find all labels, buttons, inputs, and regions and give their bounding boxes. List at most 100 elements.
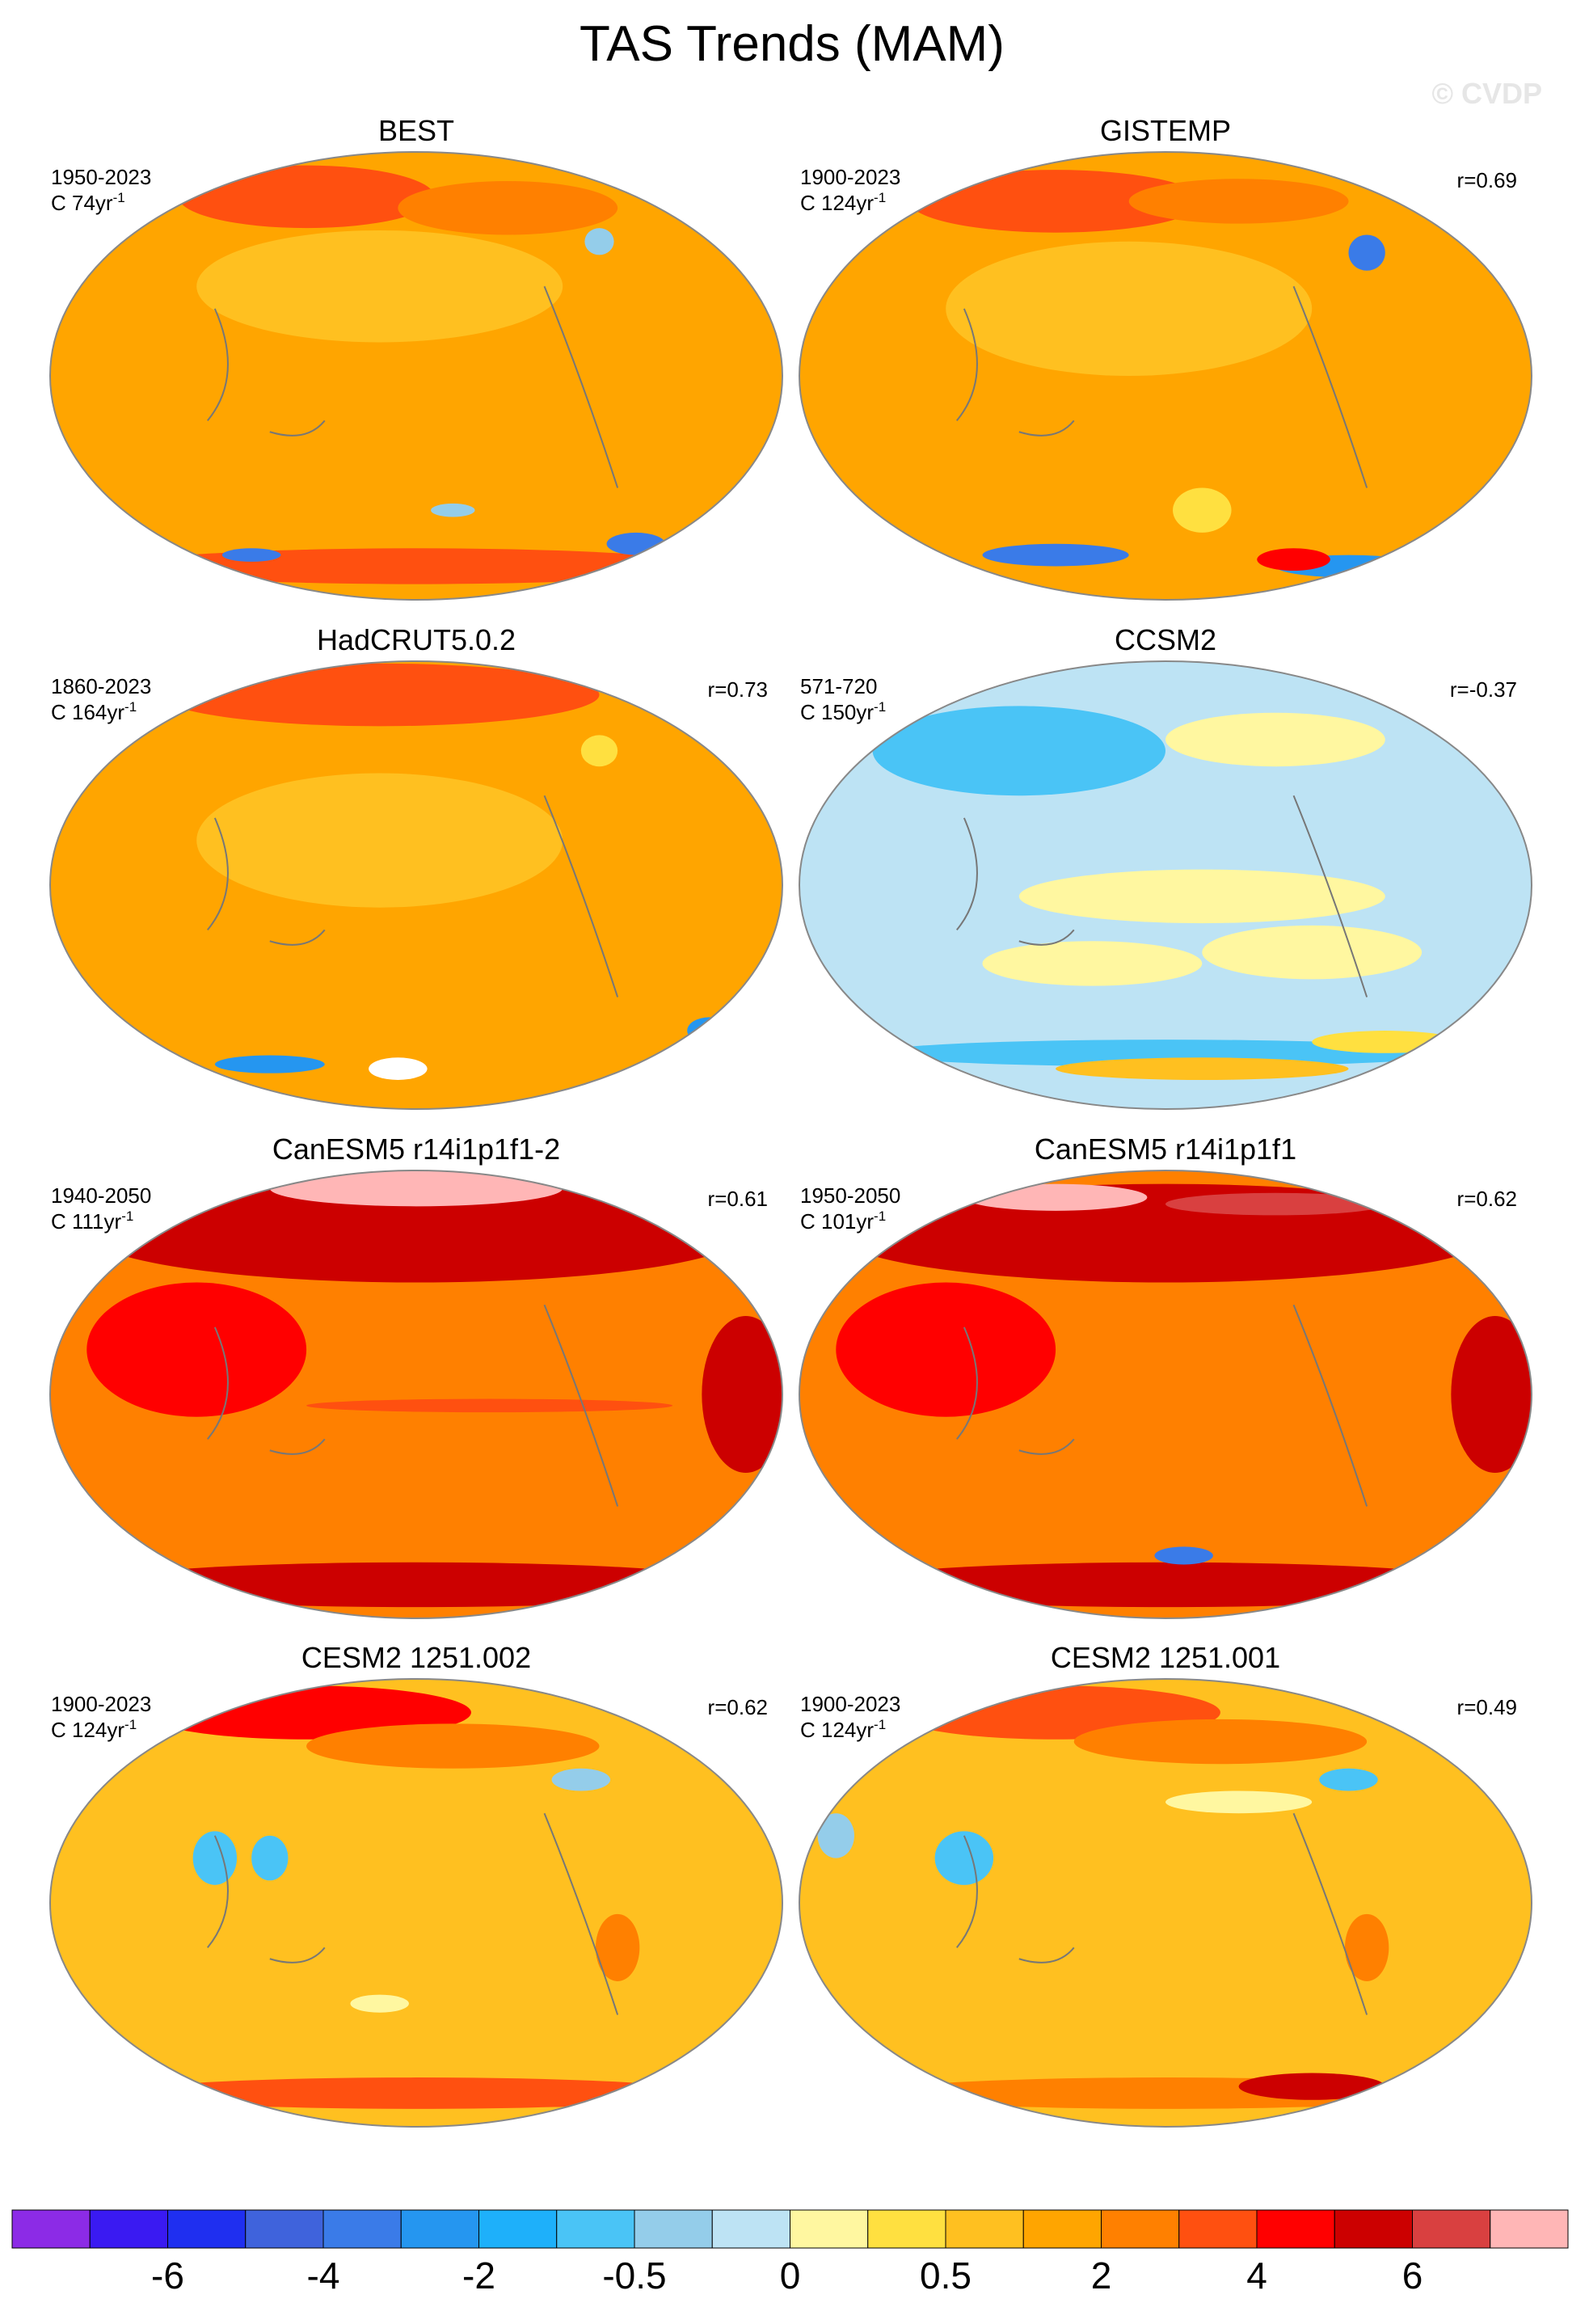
map-region bbox=[192, 1831, 238, 1885]
trend-exponent: -1 bbox=[874, 1208, 886, 1224]
trend-text: C 164yr bbox=[51, 700, 124, 724]
figure-title: TAS Trends (MAM) bbox=[580, 16, 1005, 72]
period-label: 1860-2023 bbox=[51, 674, 151, 698]
map-region bbox=[702, 1316, 782, 1473]
map bbox=[799, 1679, 1532, 2127]
correlation-label: r=0.62 bbox=[1457, 1187, 1517, 1211]
colorbar-box bbox=[634, 2209, 713, 2249]
map-region bbox=[580, 735, 618, 767]
map-region bbox=[221, 548, 281, 562]
period-label: 1900-2023 bbox=[800, 1692, 900, 1716]
trend-label: C 111yr-1 bbox=[51, 1208, 133, 1234]
map-region bbox=[123, 2077, 710, 2109]
map-region bbox=[178, 165, 435, 229]
map bbox=[50, 1170, 782, 1618]
panel-title: CESM2 1251.001 bbox=[1051, 1641, 1280, 1674]
map-region bbox=[1344, 1913, 1389, 1981]
map-region bbox=[1348, 234, 1385, 271]
colorbar-box bbox=[556, 2209, 635, 2249]
trend-exponent: -1 bbox=[124, 1717, 137, 1732]
panel-title: GISTEMP bbox=[1100, 114, 1231, 147]
period-label: 1940-2050 bbox=[51, 1183, 151, 1208]
panel-title: CESM2 1251.002 bbox=[301, 1641, 531, 1674]
trend-label: C 150yr-1 bbox=[800, 699, 886, 724]
colorbar-box bbox=[711, 2209, 790, 2249]
map-outline bbox=[799, 660, 1532, 1110]
coastline bbox=[207, 1812, 619, 2015]
trend-exponent: -1 bbox=[874, 699, 886, 715]
correlation-label: r=0.61 bbox=[708, 1187, 768, 1211]
colorbar-label: 2 bbox=[1091, 2254, 1112, 2297]
colorbar-box bbox=[790, 2209, 869, 2249]
map-region bbox=[584, 228, 614, 255]
trend-text: C 124yr bbox=[51, 1718, 124, 1742]
colorbar-box bbox=[1178, 2209, 1258, 2249]
coastline bbox=[956, 1304, 1368, 1507]
colorbar-box bbox=[1101, 2209, 1180, 2249]
map-region bbox=[86, 1282, 307, 1417]
map-region bbox=[1165, 712, 1385, 767]
trend-label: C 164yr-1 bbox=[51, 699, 137, 724]
trend-text: C 101yr bbox=[800, 1209, 874, 1234]
map-region bbox=[982, 543, 1129, 567]
map-region bbox=[1173, 487, 1232, 533]
map-region bbox=[817, 1813, 854, 1858]
watermark: © CVDP bbox=[1431, 77, 1542, 110]
trend-label: C 124yr-1 bbox=[800, 190, 886, 215]
colorbar-box bbox=[1256, 2209, 1335, 2249]
trend-text: C 124yr bbox=[800, 191, 874, 215]
colorbar-label: -0.5 bbox=[602, 2254, 666, 2297]
map-region bbox=[836, 1282, 1056, 1417]
map bbox=[50, 1679, 782, 2127]
map-region bbox=[1257, 548, 1330, 571]
trend-exponent: -1 bbox=[874, 1717, 886, 1732]
trend-text: C 124yr bbox=[800, 1718, 874, 1742]
map-region bbox=[1451, 1316, 1532, 1473]
trend-text: C 150yr bbox=[800, 700, 874, 724]
correlation-label: r=-0.37 bbox=[1450, 677, 1517, 702]
map-region bbox=[872, 706, 1166, 796]
trend-label: C 124yr-1 bbox=[51, 1717, 137, 1742]
colorbar-label: 6 bbox=[1402, 2254, 1423, 2297]
map-region bbox=[1018, 869, 1385, 924]
trend-exponent: -1 bbox=[121, 1208, 133, 1224]
map-region bbox=[269, 1170, 563, 1207]
colorbar-box bbox=[478, 2209, 558, 2249]
map-region bbox=[595, 1913, 640, 1981]
period-label: 571-720 bbox=[800, 674, 877, 698]
map-region bbox=[908, 170, 1203, 233]
map-region bbox=[306, 1723, 600, 1769]
correlation-label: r=0.49 bbox=[1457, 1695, 1517, 1719]
trend-label: C 124yr-1 bbox=[800, 1717, 886, 1742]
period-label: 1900-2023 bbox=[51, 1692, 151, 1716]
colorbar-label: -4 bbox=[307, 2254, 340, 2297]
map-outline bbox=[49, 660, 783, 1110]
trend-exponent: -1 bbox=[113, 190, 125, 205]
map-region bbox=[251, 1835, 289, 1881]
panel-title: CCSM2 bbox=[1115, 623, 1216, 656]
map-region bbox=[431, 503, 475, 517]
map-outline bbox=[49, 1678, 783, 2128]
map-region bbox=[1238, 2073, 1385, 2100]
colorbar-box bbox=[1022, 2209, 1102, 2249]
coastline bbox=[207, 795, 619, 998]
colorbar-box bbox=[1334, 2209, 1413, 2249]
map bbox=[50, 152, 782, 600]
map-region bbox=[123, 548, 710, 584]
colorbar-box bbox=[945, 2209, 1024, 2249]
coastline bbox=[956, 285, 1368, 488]
colorbar-box bbox=[167, 2209, 247, 2249]
map-region bbox=[350, 1994, 409, 2013]
colorbar-box bbox=[89, 2209, 168, 2249]
map-region bbox=[946, 241, 1313, 376]
map-region bbox=[214, 1055, 325, 1073]
map-outline bbox=[49, 151, 783, 601]
map-region bbox=[306, 1398, 673, 1413]
trend-text: C 111yr bbox=[51, 1209, 122, 1234]
colorbar-label: -6 bbox=[151, 2254, 184, 2297]
map-outline bbox=[799, 1170, 1532, 1619]
map-region bbox=[836, 1183, 1495, 1283]
map-region bbox=[606, 532, 666, 555]
map-region bbox=[1165, 1192, 1385, 1216]
